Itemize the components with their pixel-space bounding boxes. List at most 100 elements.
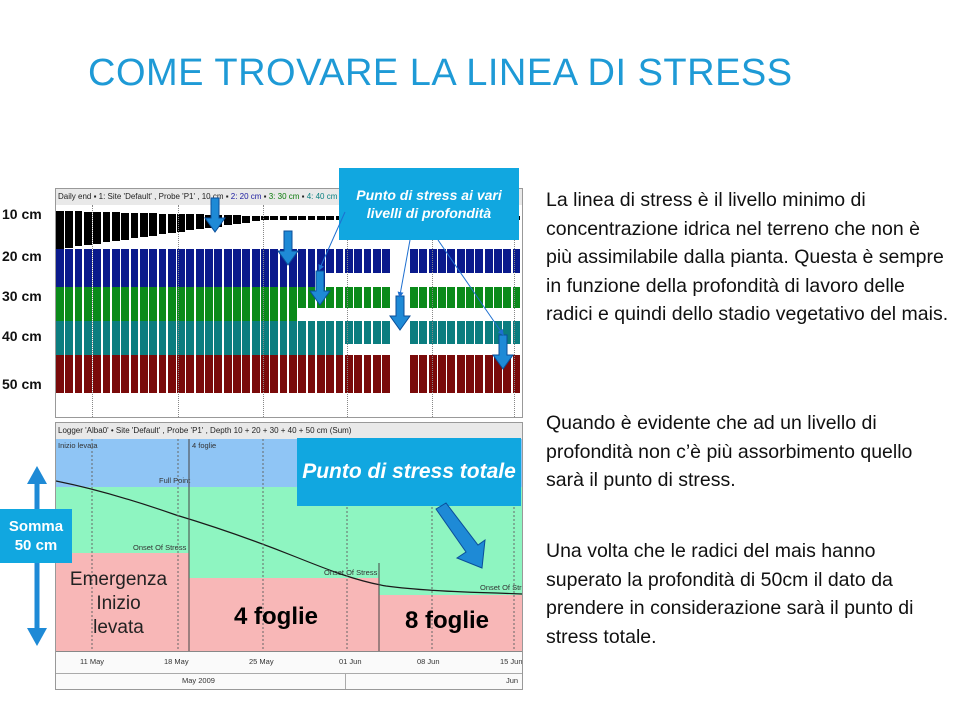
depth-bar	[56, 287, 64, 325]
depth-bar	[466, 287, 474, 308]
depth-bar	[447, 355, 456, 393]
onset-label-2: Onset Of Stress	[324, 568, 378, 577]
depth-bar	[456, 321, 465, 344]
legend-series-2: 2: 20 cm	[230, 192, 262, 201]
paragraph-stress-point: Quando è evidente che ad un livello di p…	[546, 412, 913, 491]
callout-total-stress: Punto di stress totale	[297, 438, 521, 506]
depth-bar	[279, 321, 288, 359]
depth-bar	[186, 214, 195, 231]
depth-bar	[298, 321, 307, 359]
x-tick-label: 15 Jun	[500, 657, 523, 666]
depth-bar	[410, 321, 418, 344]
depth-bar	[270, 321, 279, 359]
depth-bar	[270, 216, 279, 221]
depth-bar	[503, 249, 512, 273]
gridline	[92, 205, 93, 417]
zone-stress-early	[56, 553, 189, 651]
depth-bar	[195, 321, 204, 359]
depth-bar	[149, 287, 157, 325]
stress-down-arrows	[204, 197, 514, 370]
depth-bar	[251, 287, 260, 325]
depth-bar	[121, 321, 130, 359]
depth-bar	[121, 212, 130, 240]
depth-bar	[316, 216, 325, 221]
sum-chart-header: Logger 'Alba0' • Site 'Default' , Probe …	[56, 423, 522, 439]
depth-bar	[93, 355, 102, 393]
full-point-label: Full Point	[159, 476, 191, 485]
depth-bar	[438, 355, 446, 393]
depth-bar	[195, 249, 204, 287]
depth-bar	[158, 321, 167, 359]
depth-bar	[56, 321, 64, 359]
depth-bar	[186, 355, 195, 393]
depth-bar	[83, 355, 92, 393]
depth-bar	[167, 213, 176, 234]
depth-bar	[279, 355, 288, 393]
callout-depth-stress: Punto di stress ai vari livelli di profo…	[339, 168, 519, 240]
depth-bar	[83, 321, 92, 359]
depth-bar	[74, 355, 83, 393]
depth-label-50: 50 cm	[2, 376, 42, 392]
depth-label-20: 20 cm	[2, 248, 42, 264]
depth-bar	[419, 355, 428, 393]
depth-bar	[354, 321, 363, 344]
depth-bar	[93, 321, 102, 359]
depth-bar	[130, 212, 139, 239]
depth-bar	[298, 249, 307, 287]
depth-bar	[512, 355, 521, 393]
somma-line-1: Somma	[8, 518, 64, 535]
depth-bar	[382, 321, 390, 344]
depth-bar	[316, 321, 325, 359]
depth-bar	[251, 321, 260, 359]
depth-bar	[130, 249, 139, 287]
depth-bar	[466, 355, 474, 393]
depth-bar	[139, 249, 148, 287]
zone-stress-late	[379, 595, 522, 651]
depth-bar	[307, 321, 316, 359]
depth-bar	[372, 287, 381, 308]
onset-label-1: Onset Of Stress	[133, 543, 187, 552]
depth-bar	[139, 321, 148, 359]
depth-bar	[503, 321, 512, 344]
depth-bar	[512, 287, 521, 308]
depth-bar	[223, 249, 232, 287]
depth-bar	[438, 287, 446, 308]
depth-bar	[93, 287, 102, 325]
emergenza-line-2: Inizio	[96, 593, 141, 614]
depth-bar	[242, 321, 251, 359]
depth-bar	[484, 287, 493, 308]
gridline	[432, 205, 433, 417]
depth-bar	[233, 355, 241, 393]
depth-bar	[139, 213, 148, 238]
depth-bar	[419, 321, 428, 344]
depth-bar	[111, 355, 120, 393]
x-tick-label: 25 May	[249, 657, 274, 666]
depth-bar	[456, 287, 465, 308]
depth-bar	[121, 355, 130, 393]
depth-bar	[65, 321, 74, 359]
depth-bar	[372, 321, 381, 344]
depth-bar	[223, 215, 232, 226]
month-label: Jun	[506, 676, 519, 685]
depth-bar	[65, 249, 74, 287]
depth-bar	[233, 321, 241, 359]
depth-bar	[139, 287, 148, 325]
depth-bar	[344, 249, 353, 273]
depth-bar	[410, 355, 418, 393]
depth-bar	[438, 321, 446, 344]
depth-bar	[363, 249, 372, 273]
depth-bar	[484, 321, 493, 344]
depth-bar	[74, 321, 83, 359]
x-tick-label: 01 Jun	[339, 657, 362, 666]
emergenza-label: Emergenza Inizio levata	[56, 568, 181, 640]
depth-bar	[242, 215, 251, 223]
depth-bar	[419, 287, 428, 308]
pointer-lines	[318, 211, 504, 336]
depth-bar	[354, 287, 363, 308]
depth-bar	[382, 249, 390, 273]
depth-bar	[475, 287, 484, 308]
depth-bar	[503, 355, 512, 393]
stage-label-4foglie: 4 foglie	[192, 441, 217, 450]
depth-bar	[251, 355, 260, 393]
depth-bar	[111, 249, 120, 287]
